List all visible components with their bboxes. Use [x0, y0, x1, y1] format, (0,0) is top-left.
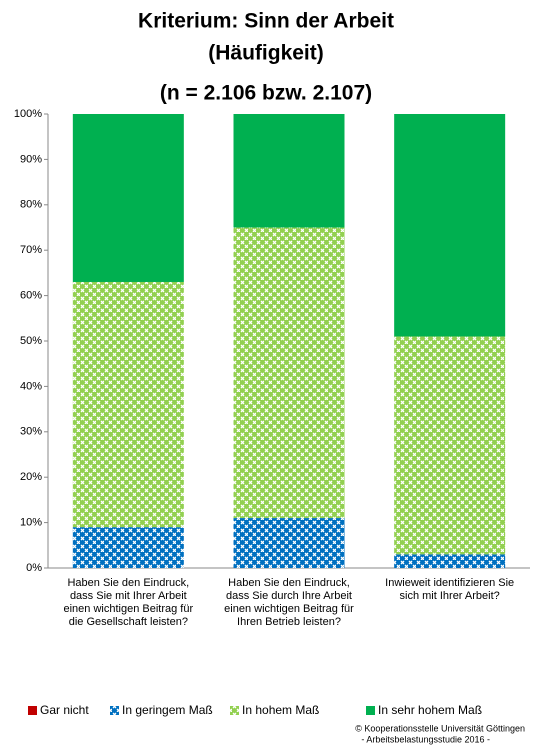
- source: - Arbeitsbelastungsstudie 2016 -: [361, 734, 490, 744]
- y-tick-label: 30%: [20, 426, 42, 438]
- y-tick-label: 80%: [20, 199, 42, 211]
- chart-title: Kriterium: Sinn der Arbeit: [138, 10, 394, 33]
- legend-label: In sehr hohem Maß: [378, 703, 482, 717]
- y-tick-label: 40%: [20, 380, 42, 392]
- y-tick-label: 0%: [26, 562, 42, 574]
- legend-label: Gar nicht: [40, 703, 89, 717]
- bar-segment: [233, 114, 345, 228]
- legend-swatch: [28, 706, 37, 715]
- x-tick-label: Inwieweit identifizieren Sie sich mit Ih…: [385, 577, 515, 602]
- source: © Kooperationsstelle Universität Götting…: [355, 723, 525, 733]
- bar-segment: [72, 281, 184, 528]
- bar-segment: [233, 227, 345, 519]
- y-tick-label: 50%: [20, 335, 42, 347]
- legend-swatch: [230, 706, 239, 715]
- y-tick-label: 90%: [20, 153, 42, 165]
- bar-segment: [394, 554, 506, 568]
- bar-segment: [394, 336, 506, 555]
- chart-title: (Häufigkeit): [208, 42, 324, 65]
- chart-title: (n = 2.106 bzw. 2.107): [160, 82, 372, 105]
- x-tick-label: Haben Sie den Eindruck, dass Sie mit Ihr…: [63, 577, 194, 628]
- bar-segment: [72, 114, 184, 282]
- y-tick-label: 20%: [20, 471, 42, 483]
- legend-swatch: [366, 706, 375, 715]
- legend-label: In hohem Maß: [242, 703, 319, 717]
- legend-label: In geringem Maß: [122, 703, 213, 717]
- y-tick-label: 70%: [20, 244, 42, 256]
- bar-segment: [394, 114, 506, 337]
- legend-swatch: [110, 706, 119, 715]
- bar-segment: [72, 527, 184, 568]
- y-tick-label: 60%: [20, 290, 42, 302]
- x-tick-label: Haben Sie den Eindruck, dass Sie durch I…: [224, 577, 354, 628]
- y-tick-label: 10%: [20, 517, 42, 529]
- y-tick-label: 100%: [14, 108, 42, 120]
- bar-segment: [233, 518, 345, 568]
